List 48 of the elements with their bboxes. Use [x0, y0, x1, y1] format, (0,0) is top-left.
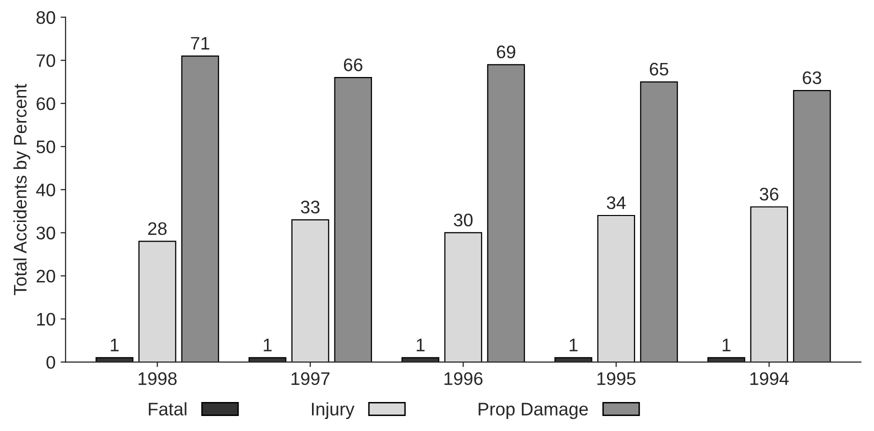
data-label: 63 — [802, 71, 822, 84]
y-tick-label: 70 — [36, 54, 56, 68]
bar — [487, 64, 525, 362]
bar — [248, 357, 286, 362]
y-tick-label: 50 — [36, 140, 56, 154]
bar — [640, 81, 678, 362]
legend-label: Injury — [312, 402, 354, 420]
y-tick-label: 30 — [36, 226, 56, 240]
data-label: 69 — [496, 46, 516, 58]
data-label: 65 — [650, 62, 668, 76]
bar — [138, 240, 176, 362]
bar — [401, 357, 440, 362]
data-label: 1 — [264, 338, 272, 352]
bar — [291, 219, 330, 362]
y-tick-label: 10 — [37, 312, 56, 326]
data-label: 1 — [570, 338, 578, 352]
bar — [793, 90, 831, 362]
data-label: 28 — [148, 222, 167, 236]
data-label: 1 — [110, 338, 119, 352]
x-tick-label: 1995 — [597, 372, 636, 386]
x-tick-label: 1997 — [292, 372, 330, 386]
y-tick-label: 0 — [46, 356, 56, 369]
bar — [750, 206, 788, 362]
x-tick-label: 1994 — [750, 372, 789, 386]
data-label: 34 — [606, 196, 626, 210]
x-tick-label: 1998 — [138, 372, 177, 386]
bar — [597, 214, 636, 362]
legend-label: Fatal — [148, 402, 186, 416]
bar — [181, 55, 220, 362]
bar — [444, 232, 482, 362]
data-label: 66 — [344, 58, 362, 72]
data-label: 1 — [416, 338, 425, 352]
data-label: 36 — [760, 188, 778, 201]
data-label: 33 — [300, 200, 320, 214]
data-label: 1 — [722, 338, 730, 352]
y-tick-label: 60 — [36, 97, 56, 110]
data-label: 71 — [191, 37, 210, 50]
bar — [334, 77, 372, 362]
y-tick-label: 40 — [36, 184, 56, 196]
bar — [96, 357, 134, 362]
bar — [707, 357, 746, 362]
legend-label: Prop Damage — [478, 402, 588, 420]
data-label: 30 — [454, 214, 473, 226]
y-tick-label: 20 — [36, 270, 56, 283]
bar — [554, 357, 592, 362]
x-tick-label: 1996 — [444, 372, 483, 386]
y-axis-title: Total Accidents by Percent — [13, 84, 30, 296]
y-tick-label: 80 — [36, 11, 56, 24]
